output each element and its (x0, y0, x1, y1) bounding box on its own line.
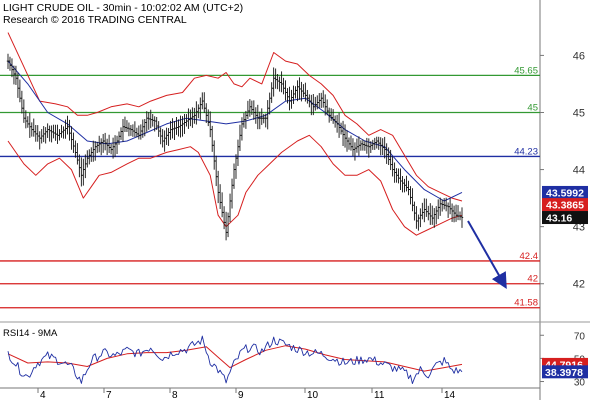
level-label: 42 (527, 274, 538, 285)
rsi-tick-label: 30 (574, 378, 586, 389)
time-tick-label: 9 (238, 390, 244, 400)
rsi-tick-label: 70 (574, 331, 586, 342)
level-label: 41.58 (514, 298, 538, 309)
time-tick-label: 10 (307, 390, 319, 400)
price-tick-label: 44 (573, 165, 585, 177)
price-tick-label: 43 (573, 222, 585, 234)
level-label: 45.65 (514, 65, 538, 76)
time-tick-label: 11 (374, 390, 385, 400)
candlestick-group (6, 53, 464, 241)
price-badge-label: 43.5992 (546, 187, 584, 199)
time-tick-label: 4 (40, 390, 46, 400)
rsi-title: RSI14 - 9MA (3, 328, 58, 339)
time-tick-label: 7 (106, 390, 112, 400)
price-badge (542, 185, 588, 199)
rsi-badge-label: 38.3978 (545, 367, 583, 379)
bollinger-lower-band (7, 134, 463, 236)
price-tick-label: 42 (573, 279, 585, 291)
level-label: 44.23 (514, 146, 538, 157)
bollinger-upper-band (7, 32, 463, 202)
time-tick-label: 8 (172, 390, 178, 400)
price-badge (542, 198, 588, 212)
time-tick-label: 14 (444, 390, 456, 400)
forecast-arrow (467, 220, 507, 289)
moving-average-line (7, 60, 463, 202)
chart-subtitle: Research © 2016 TRADING CENTRAL (3, 14, 187, 26)
price-badge-label: 43.16 (546, 213, 572, 225)
rsi-line (7, 335, 463, 385)
price-badge-label: 43.3865 (546, 200, 584, 212)
price-tick-label: 46 (573, 50, 585, 62)
price-tick-label: 45 (573, 107, 585, 119)
rsi-badge (542, 365, 588, 379)
chart-title: LIGHT CRUDE OIL - 30min - 10:02:02 AM (U… (3, 2, 244, 14)
level-label: 45 (527, 102, 538, 113)
level-label: 42.4 (520, 251, 539, 262)
price-badge (542, 211, 588, 225)
